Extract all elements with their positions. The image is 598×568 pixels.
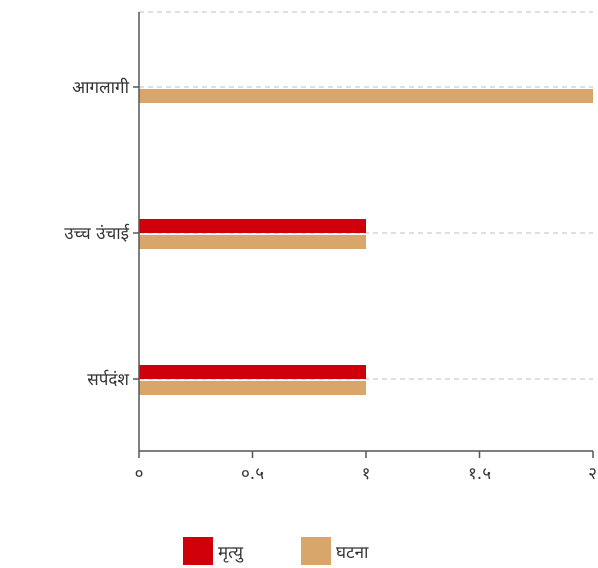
bars [139, 89, 593, 395]
legend-swatch-incidents [301, 537, 331, 565]
bar-incidents-2 [139, 381, 366, 395]
x-tick-label: १.५ [468, 464, 491, 484]
y-tick-label: सर्पदंश [87, 369, 129, 390]
y-tick-label: उच्च उंचाई [64, 223, 130, 244]
y-tick-label: आगलागी [72, 77, 129, 98]
x-tick-label: ०.५ [241, 464, 264, 484]
x-tick-label: ० [135, 464, 144, 484]
grid-lines [139, 11, 593, 380]
x-tick-label: १ [362, 464, 371, 484]
axes [133, 12, 594, 458]
bar-deaths-1 [139, 219, 366, 233]
legend-swatch-deaths [183, 537, 213, 565]
legend: मृत्यु घटना [183, 537, 369, 565]
bar-incidents-0 [139, 89, 593, 103]
tick-labels: आगलागी उच्च उंचाई सर्पदंश ० ०.५ १ १.५ २ [64, 77, 597, 484]
bar-incidents-1 [139, 235, 366, 249]
legend-label-incidents: घटना [336, 543, 369, 563]
bar-deaths-2 [139, 365, 366, 379]
legend-label-deaths: मृत्यु [218, 543, 244, 563]
x-tick-label: २ [588, 464, 597, 484]
